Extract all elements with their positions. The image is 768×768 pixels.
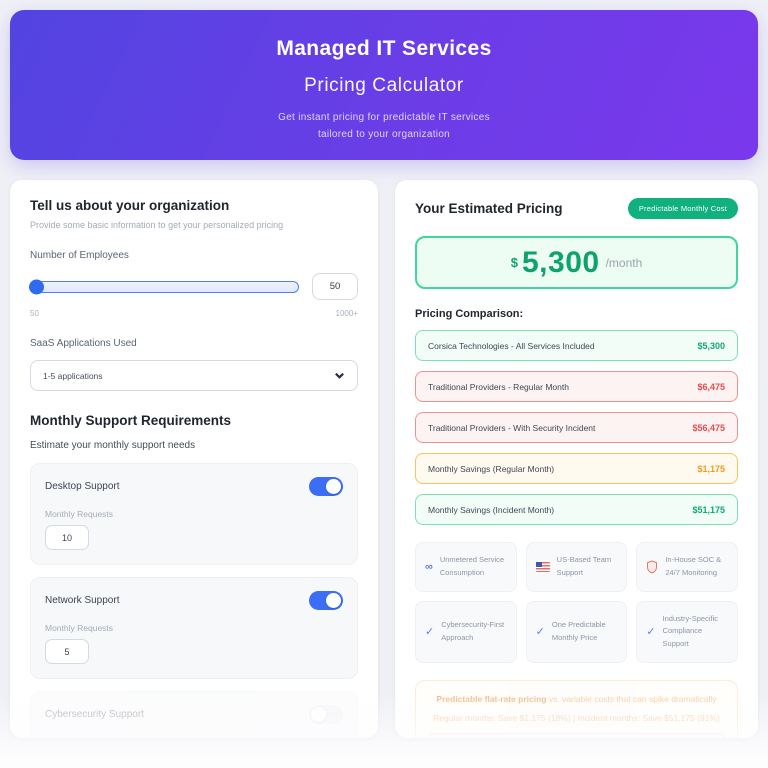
check-icon: ✓ <box>535 626 545 639</box>
pricing-heading: Your Estimated Pricing <box>415 201 563 216</box>
monthly-requests-label: Monthly Requests <box>45 737 343 738</box>
saas-label: SaaS Applications Used <box>30 338 137 349</box>
comparison-row-incident: Traditional Providers - With Security In… <box>415 412 738 443</box>
competitor-warning: ⚠Competitors charge extra for cybersecur… <box>428 732 725 738</box>
check-icon: ✓ <box>646 626 656 639</box>
comparison-row-savings-incident: Monthly Savings (Incident Month) $51,175 <box>415 494 738 525</box>
support-subheading: Estimate your monthly support needs <box>30 440 196 451</box>
price-amount: 5,300 <box>521 245 600 279</box>
header-tagline: Get instant pricing for predictable IT s… <box>10 110 758 143</box>
toggle-knob <box>311 707 326 722</box>
comparison-value: $51,175 <box>692 504 725 515</box>
feature-text: In-House SOC & 24/7 Monitoring <box>665 555 722 577</box>
comparison-row-corsica: Corsica Technologies - All Services Incl… <box>415 330 738 361</box>
note-rest-text: vs. variable costs that can spike dramat… <box>546 693 717 704</box>
comparison-label: Traditional Providers - Regular Month <box>428 381 569 392</box>
desktop-requests-input[interactable] <box>45 525 89 550</box>
comparison-label: Traditional Providers - With Security In… <box>428 422 596 433</box>
feature-compliance: ✓ Industry-Specific Compliance Support <box>636 600 738 663</box>
support-heading: Monthly Support Requirements <box>30 413 232 428</box>
tagline-line-1: Get instant pricing for predictable IT s… <box>278 112 490 123</box>
feature-grid: ∞ Unmetered Service Consumption US-Based… <box>415 542 738 663</box>
feature-soc: In-House SOC & 24/7 Monitoring <box>636 542 738 592</box>
support-card-cybersecurity: Cybersecurity Support Monthly Requests <box>30 691 358 738</box>
feature-text: One Predictable Monthly Price <box>551 619 606 642</box>
comparison-row-regular: Traditional Providers - Regular Month $6… <box>415 371 738 402</box>
monthly-requests-label: Monthly Requests <box>45 509 114 519</box>
toggle-knob <box>326 479 341 494</box>
app-subtitle: Pricing Calculator <box>304 75 464 96</box>
comparison-label: Monthly Savings (Incident Month) <box>428 504 555 515</box>
feature-us-team: US-Based Team Support <box>525 542 628 592</box>
desktop-support-toggle[interactable] <box>309 477 343 496</box>
support-card-network: Network Support Monthly Requests <box>30 577 358 679</box>
chevron-down-icon <box>335 372 344 379</box>
support-card-title: Cybersecurity Support <box>45 709 144 720</box>
support-card-title: Desktop Support <box>45 481 120 492</box>
app-title: Managed IT Services <box>276 37 492 60</box>
infinity-icon: ∞ <box>425 560 433 573</box>
note-savings-line: Regular months: Save $1,175 (18%) | Inci… <box>433 712 720 723</box>
comparison-value: $56,475 <box>692 422 725 433</box>
pricing-note-box: Predictable flat-rate pricing vs. variab… <box>415 679 738 738</box>
feature-text: Industry-Specific Compliance Support <box>662 613 718 649</box>
us-flag-icon <box>535 561 550 572</box>
comparison-value: $1,175 <box>697 463 725 474</box>
price-period: /month <box>605 255 643 270</box>
toggle-knob <box>326 593 341 608</box>
employees-slider[interactable] <box>29 279 299 294</box>
saas-selected-value: 1-5 applications <box>43 370 103 381</box>
pricing-panel: Your Estimated Pricing Predictable Month… <box>395 180 758 738</box>
currency-symbol: $ <box>510 255 518 270</box>
comparison-row-savings-regular: Monthly Savings (Regular Month) $1,175 <box>415 453 738 484</box>
header-banner: Managed IT Services Pricing Calculator G… <box>10 10 758 160</box>
comparison-label: Monthly Savings (Regular Month) <box>428 463 555 474</box>
comparison-heading: Pricing Comparison: <box>415 308 524 320</box>
note-line-1: Predictable flat-rate pricing vs. variab… <box>428 694 725 704</box>
employees-slider-thumb[interactable] <box>29 279 44 294</box>
feature-text: Cybersecurity-First Approach <box>441 619 505 642</box>
comparison-label: Corsica Technologies - All Services Incl… <box>428 340 595 351</box>
employees-value-input[interactable] <box>312 273 358 300</box>
estimated-price-box: $ 5,300 /month <box>415 236 738 289</box>
feature-text: Unmetered Service Consumption <box>439 555 505 577</box>
network-support-toggle[interactable] <box>309 591 343 610</box>
check-icon: ✓ <box>425 626 435 639</box>
tagline-line-2: tailored to your organization <box>317 128 451 140</box>
org-heading: Tell us about your organization <box>30 198 230 213</box>
feature-predictable-price: ✓ One Predictable Monthly Price <box>525 600 628 663</box>
cybersecurity-support-toggle[interactable] <box>309 705 343 724</box>
feature-unmetered: ∞ Unmetered Service Consumption <box>415 542 517 592</box>
predictable-cost-badge: Predictable Monthly Cost <box>627 198 738 219</box>
support-card-desktop: Desktop Support Monthly Requests <box>30 463 358 565</box>
comparison-value: $6,475 <box>697 381 725 392</box>
comparison-value: $5,300 <box>697 340 725 351</box>
saas-select[interactable]: 1-5 applications <box>30 360 358 391</box>
note-bold-text: Predictable flat-rate pricing <box>436 693 547 704</box>
organization-panel: Tell us about your organization Provide … <box>10 180 378 738</box>
employees-min-label: 50 <box>30 309 39 318</box>
employees-label: Number of Employees <box>30 250 129 261</box>
feature-text: US-Based Team Support <box>556 555 612 577</box>
support-card-title: Network Support <box>45 595 120 606</box>
network-requests-input[interactable] <box>45 639 89 664</box>
org-subheading: Provide some basic information to get yo… <box>30 220 284 230</box>
monthly-requests-label: Monthly Requests <box>45 623 114 633</box>
shield-icon <box>647 560 658 574</box>
feature-cybersecurity-first: ✓ Cybersecurity-First Approach <box>415 600 517 663</box>
employees-max-label: 1000+ <box>335 309 358 318</box>
